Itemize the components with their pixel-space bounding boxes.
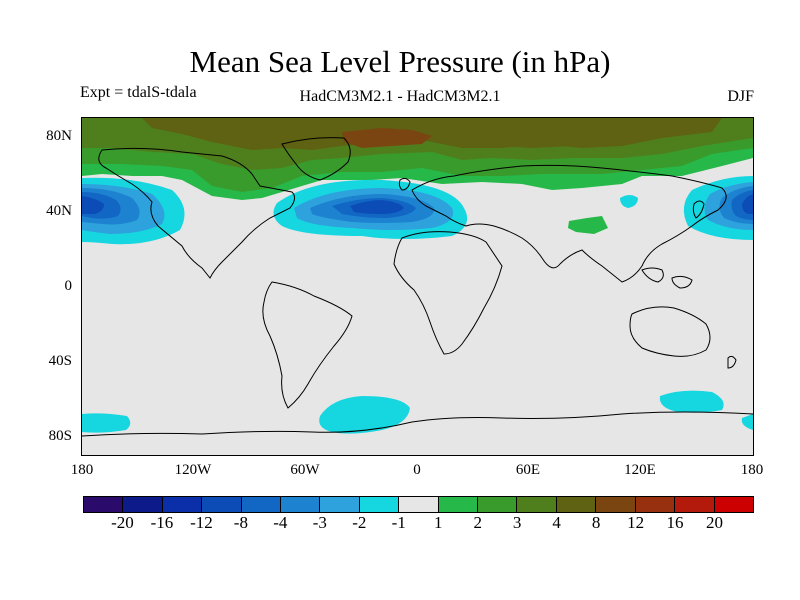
colorbar-label: -16: [150, 513, 174, 532]
asia-positive-patch: [568, 216, 608, 234]
atlantic-negative-core: [350, 200, 404, 214]
colorbar-swatch: [320, 497, 360, 512]
colorbar-swatch: [399, 497, 439, 512]
coastlines: [82, 137, 753, 437]
pacific-negative-east-core: [742, 194, 753, 214]
colorbar-label: -2: [352, 513, 367, 532]
colorbar-label: -20: [111, 513, 134, 532]
colorbar-label: -12: [190, 513, 213, 532]
colorbar-label: -1: [391, 513, 406, 532]
colorbar-label: 20: [706, 513, 724, 532]
pressure-map-svg: [82, 118, 753, 455]
colorbar-label: -3: [312, 513, 327, 532]
colorbar-swatch: [202, 497, 242, 512]
lat-label-80s: 80S: [48, 428, 72, 444]
weddell-negative-patch: [319, 396, 410, 434]
colorbar-swatch: [517, 497, 557, 512]
lon-label-180w: 180: [70, 462, 94, 478]
colorbar-swatch: [241, 497, 282, 512]
lat-label-40s: 40S: [48, 353, 72, 369]
experiment-label: Expt = tdalS-tdala: [80, 84, 197, 101]
south-east-edge-negative-patch: [741, 414, 753, 430]
colorbar-label: -4: [273, 513, 288, 532]
lon-label-60w: 60W: [290, 462, 320, 478]
map-title: Mean Sea Level Pressure (in hPa): [189, 44, 611, 79]
colorbar-label: 8: [591, 513, 601, 532]
colorbar-swatch: [596, 497, 636, 512]
model-label: HadCM3M2.1 - HadCM3M2.1: [299, 88, 501, 105]
japan-negative-patch: [620, 195, 638, 208]
colorbar-swatch: [556, 497, 597, 512]
colorbar-label: 2: [473, 513, 482, 532]
pressure-map: [81, 117, 754, 456]
colorbar-swatch: [438, 497, 479, 512]
season-label: DJF: [727, 88, 754, 105]
siberia-positive-patch: [482, 130, 582, 148]
lon-label-120e: 120E: [624, 462, 656, 478]
colorbar-swatch: [84, 497, 124, 512]
colorbar: [83, 496, 754, 513]
lon-label-120w: 120W: [174, 462, 212, 478]
lon-label-180e: 180: [740, 462, 764, 478]
colorbar-label: 3: [512, 513, 522, 532]
colorbar-swatch: [123, 497, 163, 512]
colorbar-swatch: [714, 497, 753, 512]
pacific-negative-west-core: [82, 196, 104, 214]
south-pacific-negative-patch: [82, 413, 131, 433]
colorbar-label: 4: [552, 513, 561, 532]
lat-label-40n: 40N: [46, 203, 72, 219]
colorbar-label: 12: [627, 513, 645, 532]
colorbar-swatch: [635, 497, 676, 512]
colorbar-swatch: [675, 497, 715, 512]
colorbar-swatch: [359, 497, 400, 512]
lat-label-0: 0: [64, 278, 73, 294]
arctic-positive-core: [342, 128, 432, 148]
lon-label-60e: 60E: [515, 462, 541, 478]
lon-label-0: 0: [413, 462, 421, 478]
colorbar-label: 16: [666, 513, 684, 532]
colorbar-label: 1: [433, 513, 443, 532]
colorbar-swatch: [281, 497, 321, 512]
lat-label-80n: 80N: [46, 128, 72, 144]
colorbar-swatch: [478, 497, 518, 512]
colorbar-swatch: [162, 497, 203, 512]
southern-indian-negative-patch: [659, 390, 724, 413]
colorbar-label: -8: [233, 513, 248, 532]
